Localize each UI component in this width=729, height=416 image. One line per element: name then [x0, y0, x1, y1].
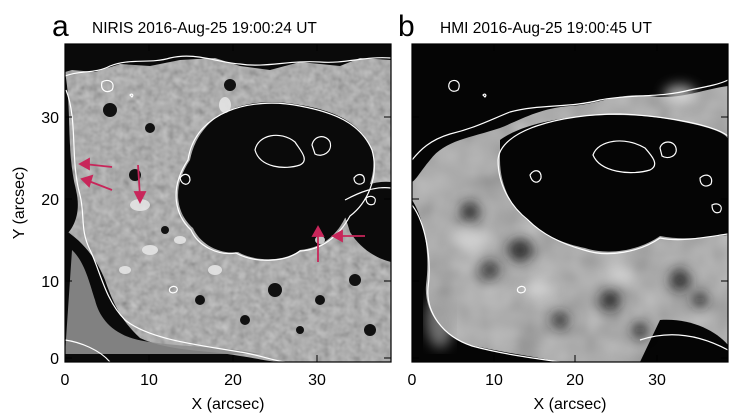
panel-a-xtick: 10 — [140, 372, 158, 389]
panel-a-xtick: 30 — [308, 372, 326, 389]
panel-a-ytick: 0 — [50, 351, 59, 368]
panel-a-xtick: 0 — [61, 372, 70, 389]
panel-a-ylabel: Y (arcsec) — [11, 167, 28, 240]
panel-b-title: HMI 2016-Aug-25 19:00:45 UT — [440, 20, 652, 37]
panel-b-image — [412, 44, 728, 362]
panel-a-ticks — [64, 44, 391, 362]
panel-b-ticks — [411, 44, 728, 362]
panel-b-xtick: 10 — [485, 372, 503, 389]
panel-b-xtick: 0 — [408, 372, 417, 389]
panel-b-xtick: 30 — [648, 372, 666, 389]
panel-b-xtick: 20 — [566, 372, 584, 389]
panel-a-xtick: 20 — [224, 372, 242, 389]
panel-a-image — [65, 44, 391, 362]
panel-a-letter: a — [52, 10, 69, 43]
panel-a-ytick: 30 — [41, 110, 59, 127]
panel-a-ytick: 20 — [41, 192, 59, 209]
panel-b: b HMI 2016-Aug-25 19:00:45 UT 0 10 20 30… — [398, 10, 729, 413]
panel-a-xlabel: X (arcsec) — [192, 396, 265, 413]
panel-a: a NIRIS 2016-Aug-25 19:00:24 UT 0 10 20 … — [11, 10, 392, 413]
panel-b-frame — [411, 43, 729, 363]
feature-arrows — [78, 157, 365, 262]
panel-a-ytick: 10 — [41, 274, 59, 291]
panel-a-title: NIRIS 2016-Aug-25 19:00:24 UT — [92, 20, 317, 37]
panel-b-letter: b — [398, 10, 415, 43]
panel-a-frame — [64, 43, 392, 363]
panel-b-xlabel: X (arcsec) — [534, 396, 607, 413]
